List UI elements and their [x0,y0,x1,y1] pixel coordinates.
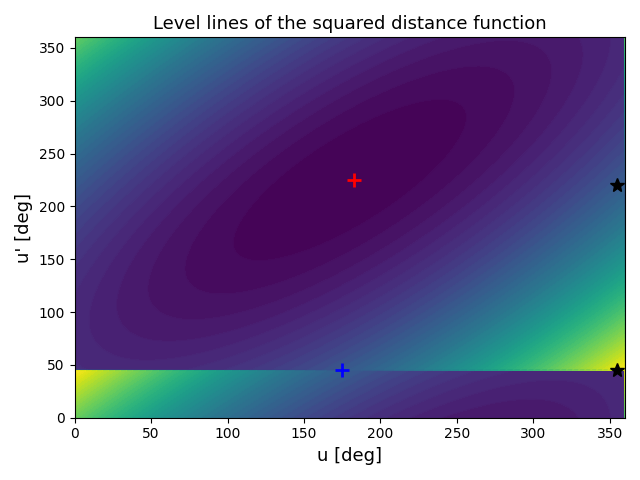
Title: Level lines of the squared distance function: Level lines of the squared distance func… [153,15,547,33]
Y-axis label: u' [deg]: u' [deg] [15,192,33,263]
X-axis label: u [deg]: u [deg] [317,447,382,465]
